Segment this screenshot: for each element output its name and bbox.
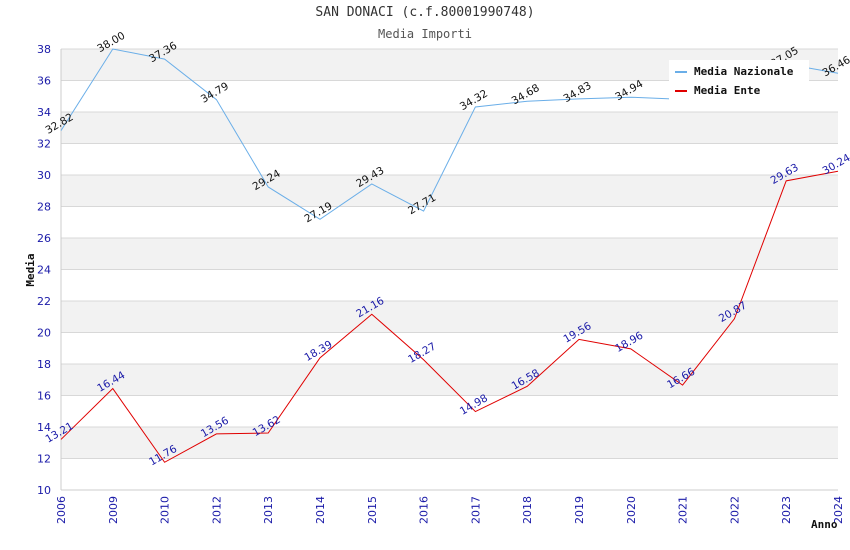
- y-tick-label: 24: [37, 264, 51, 277]
- x-tick-label: 2015: [366, 496, 379, 524]
- legend: Media Nazionale Media Ente: [669, 60, 809, 102]
- data-label: 18.27: [406, 340, 438, 365]
- x-tick-label: 2017: [469, 496, 482, 524]
- y-tick-label: 10: [37, 484, 51, 497]
- series-line-media-ente: [60, 170, 839, 463]
- x-tick-labels: 2006 2009 2010 2012 2013 2014 2015 2016 2017 2018…: [55, 496, 845, 524]
- legend-label-media-nazionale: Media Nazionale: [694, 65, 794, 78]
- y-tick-label: 14: [37, 421, 51, 434]
- data-label: 34.68: [510, 82, 542, 107]
- data-label: 34.79: [199, 80, 231, 105]
- y-tick-label: 38: [37, 43, 51, 56]
- data-label: 14.98: [458, 392, 490, 417]
- y-tick-label: 20: [37, 327, 51, 340]
- y-tick-label: 36: [37, 75, 51, 88]
- grid-band: [61, 301, 838, 333]
- x-tick-label: 2016: [418, 496, 431, 524]
- y-tick-label: 26: [37, 232, 51, 245]
- x-tick-label: 2020: [625, 496, 638, 524]
- y-tick-label: 12: [37, 453, 51, 466]
- grid-band: [61, 175, 838, 207]
- y-tick-labels: 10 12 14 16 18 20 22 24 26 28 30 32 34 36 38: [37, 43, 51, 497]
- grid-band: [61, 364, 838, 396]
- axes: [60, 49, 838, 491]
- x-tick-label: 2024: [832, 496, 845, 524]
- data-label: 34.94: [613, 78, 645, 104]
- data-label: 30.24: [820, 152, 850, 178]
- y-tick-label: 32: [37, 138, 51, 151]
- x-tick-label: 2023: [780, 496, 793, 524]
- x-tick-label: 2013: [262, 496, 275, 524]
- x-tick-label: 2018: [521, 496, 534, 524]
- y-axis-label: Media: [24, 253, 37, 286]
- y-tick-label: 28: [37, 201, 51, 214]
- x-axis-label: Anno: [811, 518, 838, 531]
- y-tick-label: 18: [37, 358, 51, 371]
- y-tick-label: 22: [37, 295, 51, 308]
- x-tick-label: 2012: [210, 496, 223, 524]
- data-label: 34.83: [561, 80, 593, 105]
- grid-band: [61, 112, 838, 144]
- x-tick-label: 2021: [677, 496, 690, 524]
- x-tick-label: 2014: [314, 496, 327, 524]
- grid-bands: [61, 49, 838, 459]
- grid-band: [61, 427, 838, 459]
- y-tick-label: 16: [37, 390, 51, 403]
- legend-label-media-ente: Media Ente: [694, 84, 761, 97]
- y-tick-label: 30: [37, 169, 51, 182]
- chart-title: SAN DONACI (c.f.80001990748): [315, 5, 535, 20]
- chart-subtitle: Media Importi: [378, 27, 472, 41]
- x-tick-label: 2009: [107, 496, 120, 524]
- grid-band: [61, 238, 838, 270]
- x-tick-label: 2022: [728, 496, 741, 524]
- x-tick-label: 2010: [159, 496, 172, 524]
- y-tick-label: 34: [37, 106, 51, 119]
- legend-box: [669, 60, 809, 102]
- x-tick-label: 2006: [55, 496, 68, 524]
- data-label: 18.96: [613, 329, 645, 355]
- x-tick-label: 2019: [573, 496, 586, 524]
